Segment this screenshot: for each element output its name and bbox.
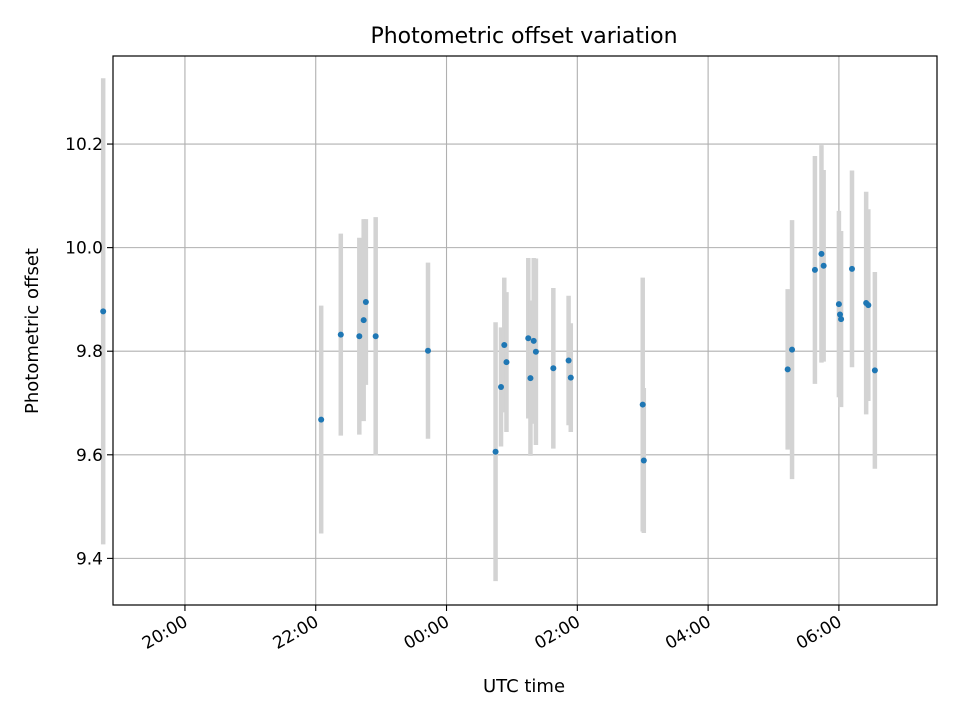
data-point <box>337 331 344 338</box>
x-tick-label: 02:00 <box>531 612 583 654</box>
plot-frame <box>112 55 938 606</box>
data-point <box>818 250 825 257</box>
data-point <box>362 299 369 306</box>
error-bars <box>100 78 878 582</box>
data-point <box>865 302 872 309</box>
data-point <box>811 266 818 273</box>
y-tick-label: 10.0 <box>65 239 103 259</box>
data-point <box>532 348 539 355</box>
y-axis-label: Photometric offset <box>22 248 43 414</box>
data-point <box>356 333 363 340</box>
y-tick-label: 9.4 <box>76 549 103 569</box>
x-tick-label: 04:00 <box>662 612 714 654</box>
chart-title: Photometric offset variation <box>370 24 677 49</box>
x-axis-ticks: 20:00 22:00 00:00 02:00 04:00 06:00 <box>139 605 845 654</box>
data-point <box>836 311 843 318</box>
data-point <box>871 367 878 374</box>
y-tick-label: 10.2 <box>65 135 103 155</box>
data-point <box>525 335 532 342</box>
data-point <box>501 342 508 349</box>
data-point <box>503 359 510 366</box>
data-point <box>835 301 842 308</box>
x-tick-label: 22:00 <box>270 612 322 654</box>
data-point <box>567 374 574 381</box>
data-point <box>492 448 499 455</box>
data-point <box>498 383 505 390</box>
data-point <box>639 401 646 408</box>
data-point <box>360 317 367 324</box>
data-point <box>820 262 827 269</box>
y-tick-label: 9.8 <box>76 342 103 362</box>
data-point <box>640 457 647 464</box>
x-tick-label: 00:00 <box>401 612 453 654</box>
data-point <box>848 265 855 272</box>
data-point <box>372 333 379 340</box>
x-tick-label: 20:00 <box>139 612 191 654</box>
y-axis-ticks: 9.4 9.6 9.8 10.0 10.2 <box>65 135 113 569</box>
data-point <box>318 416 325 423</box>
data-point <box>838 316 845 323</box>
data-points <box>100 250 878 464</box>
data-point <box>424 347 431 354</box>
x-tick-label: 06:00 <box>793 612 845 654</box>
data-point <box>100 308 107 315</box>
data-point <box>784 366 791 373</box>
data-point <box>550 365 557 372</box>
y-tick-label: 9.6 <box>76 446 103 466</box>
data-point <box>527 375 534 382</box>
x-axis-label: UTC time <box>483 676 565 697</box>
data-point <box>789 346 796 353</box>
data-point <box>530 337 537 344</box>
data-point <box>565 357 572 364</box>
